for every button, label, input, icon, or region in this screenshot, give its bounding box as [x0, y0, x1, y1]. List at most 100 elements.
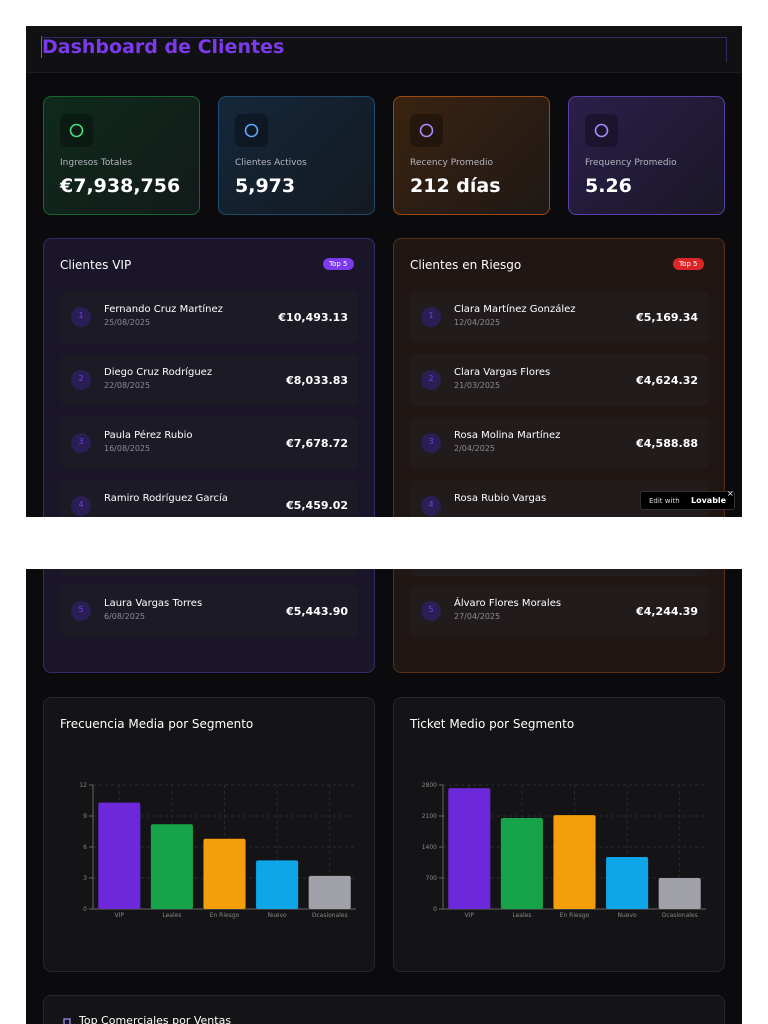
- rank-circle: [421, 601, 441, 621]
- chart: 0 700 1400 2100 2800 VIP Leales En Riesgo Nuevo O…: [422, 782, 706, 919]
- rank: 1: [78, 311, 84, 320]
- client-date: 16/08/2025: [104, 444, 151, 453]
- rank: 4: [78, 500, 84, 509]
- list-row: 3 Rosa Molina Martínez 2/04/2025 €4,588.88: [410, 417, 708, 469]
- list-badge: Top 5: [323, 258, 354, 270]
- y-tick-label: 2100: [422, 813, 437, 820]
- kpi-value: 5.26: [585, 175, 632, 197]
- y-tick-label: 0: [433, 906, 437, 913]
- icon: [594, 123, 609, 138]
- bar: [658, 878, 701, 909]
- x-tick-label: En Riesgo: [560, 912, 590, 919]
- list-row: 5 Álvaro Flores Morales 27/04/2025 €4,244.3…: [410, 585, 708, 637]
- chart: 0 3 6 9 12 VIP Leales En Riesgo Nuevo Ocasionales: [79, 782, 356, 919]
- client-date: 12/04/2025: [454, 318, 501, 327]
- icon: [244, 123, 259, 138]
- client-name: Álvaro Flores Morales: [454, 598, 562, 609]
- kpi-icon: [585, 114, 618, 147]
- client-date: 2/04/2025: [454, 444, 496, 453]
- lovable-text: Edit with: [649, 497, 680, 505]
- client-name: Rosa Rubio Vargas: [454, 493, 547, 504]
- bar: [308, 875, 351, 909]
- lovable-badge[interactable]: Edit with Lovable ×: [640, 489, 735, 510]
- rank-circle: [71, 433, 91, 453]
- x-tick-label: VIP: [465, 912, 475, 919]
- list-panel: 22/04/2025 5 Álvaro Flores Morales 27/04/20…: [393, 569, 725, 673]
- icon: [69, 123, 84, 138]
- x-tick-label: Nuevo: [617, 912, 637, 919]
- chart-title: Ticket Medio por Segmento: [410, 717, 575, 731]
- header-bar: [26, 26, 742, 73]
- kpi-icon: [235, 114, 268, 147]
- client-amount: €7,678.72: [286, 437, 348, 450]
- bar: [500, 817, 543, 909]
- y-tick-label: 700: [426, 875, 438, 882]
- bar: [606, 856, 649, 909]
- kpi-label: Frequency Promedio: [585, 158, 677, 168]
- kpi-card: Recency Promedio 212 días: [393, 96, 550, 215]
- bar: [150, 824, 193, 909]
- rank-circle: [421, 307, 441, 327]
- list-row: 1 Clara Martínez González 12/04/2025 €5,169…: [410, 291, 708, 343]
- trophy-icon: [61, 1015, 73, 1024]
- client-amount: €5,459.02: [286, 499, 348, 512]
- kpi-card: Frequency Promedio 5.26: [568, 96, 725, 215]
- list-row: 21/08/2025: [60, 569, 358, 576]
- rank: 1: [428, 311, 434, 320]
- x-tick-label: VIP: [115, 912, 125, 919]
- client-date: 22/08/2025: [104, 381, 151, 390]
- y-tick-label: 2800: [422, 782, 437, 789]
- bar: [203, 838, 246, 909]
- client-name: Laura Vargas Torres: [104, 598, 203, 609]
- list-panel: 21/08/2025 5 Laura Vargas Torres 6/08/2025 €…: [43, 569, 375, 673]
- x-tick-label: Leales: [512, 912, 531, 919]
- client-name: Ramiro Rodríguez García: [104, 493, 228, 504]
- rank-circle: [71, 370, 91, 390]
- icon: [419, 123, 434, 138]
- kpi-value: 212 días: [410, 175, 501, 197]
- kpi-icon: [410, 114, 443, 147]
- client-amount: €5,443.90: [286, 605, 348, 618]
- rank: 2: [78, 374, 84, 383]
- icon: [63, 1018, 71, 1024]
- bar: [256, 860, 299, 909]
- rank-circle: [71, 496, 91, 516]
- rank-circle: [71, 601, 91, 621]
- client-amount: €4,244.39: [636, 605, 698, 618]
- x-tick-label: Leales: [162, 912, 181, 919]
- list-row: 2 Clara Vargas Flores 21/03/2025 €4,624.32: [410, 354, 708, 406]
- x-tick-label: Ocasionales: [312, 912, 348, 919]
- chart-title: Frecuencia Media por Segmento: [60, 717, 254, 731]
- client-name: Clara Vargas Flores: [454, 367, 551, 378]
- kpi-icon: [60, 114, 93, 147]
- x-tick-label: En Riesgo: [210, 912, 240, 919]
- rank: 5: [428, 605, 434, 614]
- y-tick-label: 12: [79, 782, 87, 789]
- client-name: Clara Martínez González: [454, 304, 576, 315]
- kpi-label: Ingresos Totales: [60, 158, 133, 168]
- kpi-value: €7,938,756: [60, 175, 181, 197]
- list-panel: Clientes VIP Top 5 1 Fernando Cruz Martínez…: [43, 238, 375, 517]
- list-row: 2 Diego Cruz Rodríguez 22/08/2025 €8,033.83: [60, 354, 358, 406]
- rank-circle: [421, 370, 441, 390]
- bar: [448, 788, 491, 909]
- list-row: 22/04/2025: [410, 569, 708, 576]
- screen-top: Dashboard de Clientes Ingresos Totales €7,…: [26, 26, 742, 517]
- client-amount: €4,624.32: [636, 374, 698, 387]
- list-row: 4 Ramiro Rodríguez García €5,459.02: [60, 480, 358, 517]
- y-tick-label: 9: [83, 813, 87, 820]
- sellers-title: Top Comerciales por Ventas: [79, 1014, 232, 1024]
- lovable-close[interactable]: ×: [727, 489, 734, 498]
- list-panel: Clientes en Riesgo Top 5 1 Clara Martínez G…: [393, 238, 725, 517]
- rank: 4: [428, 500, 434, 509]
- y-tick-label: 6: [83, 844, 87, 851]
- chart-card: Frecuencia Media por Segmento 0 3 6 9 12 VIP Le…: [43, 697, 375, 972]
- kpi-card: Clientes Activos 5,973: [218, 96, 375, 215]
- x-tick-label: Nuevo: [267, 912, 287, 919]
- client-amount: €8,033.83: [286, 374, 348, 387]
- x-tick-label: Ocasionales: [662, 912, 698, 919]
- y-tick-label: 0: [83, 906, 87, 913]
- header-title: Dashboard de Clientes: [41, 36, 285, 58]
- list-row: 5 Laura Vargas Torres 6/08/2025 €5,443.90: [60, 585, 358, 637]
- chart-card: Ticket Medio por Segmento 0 700 1400 2100 280…: [393, 697, 725, 972]
